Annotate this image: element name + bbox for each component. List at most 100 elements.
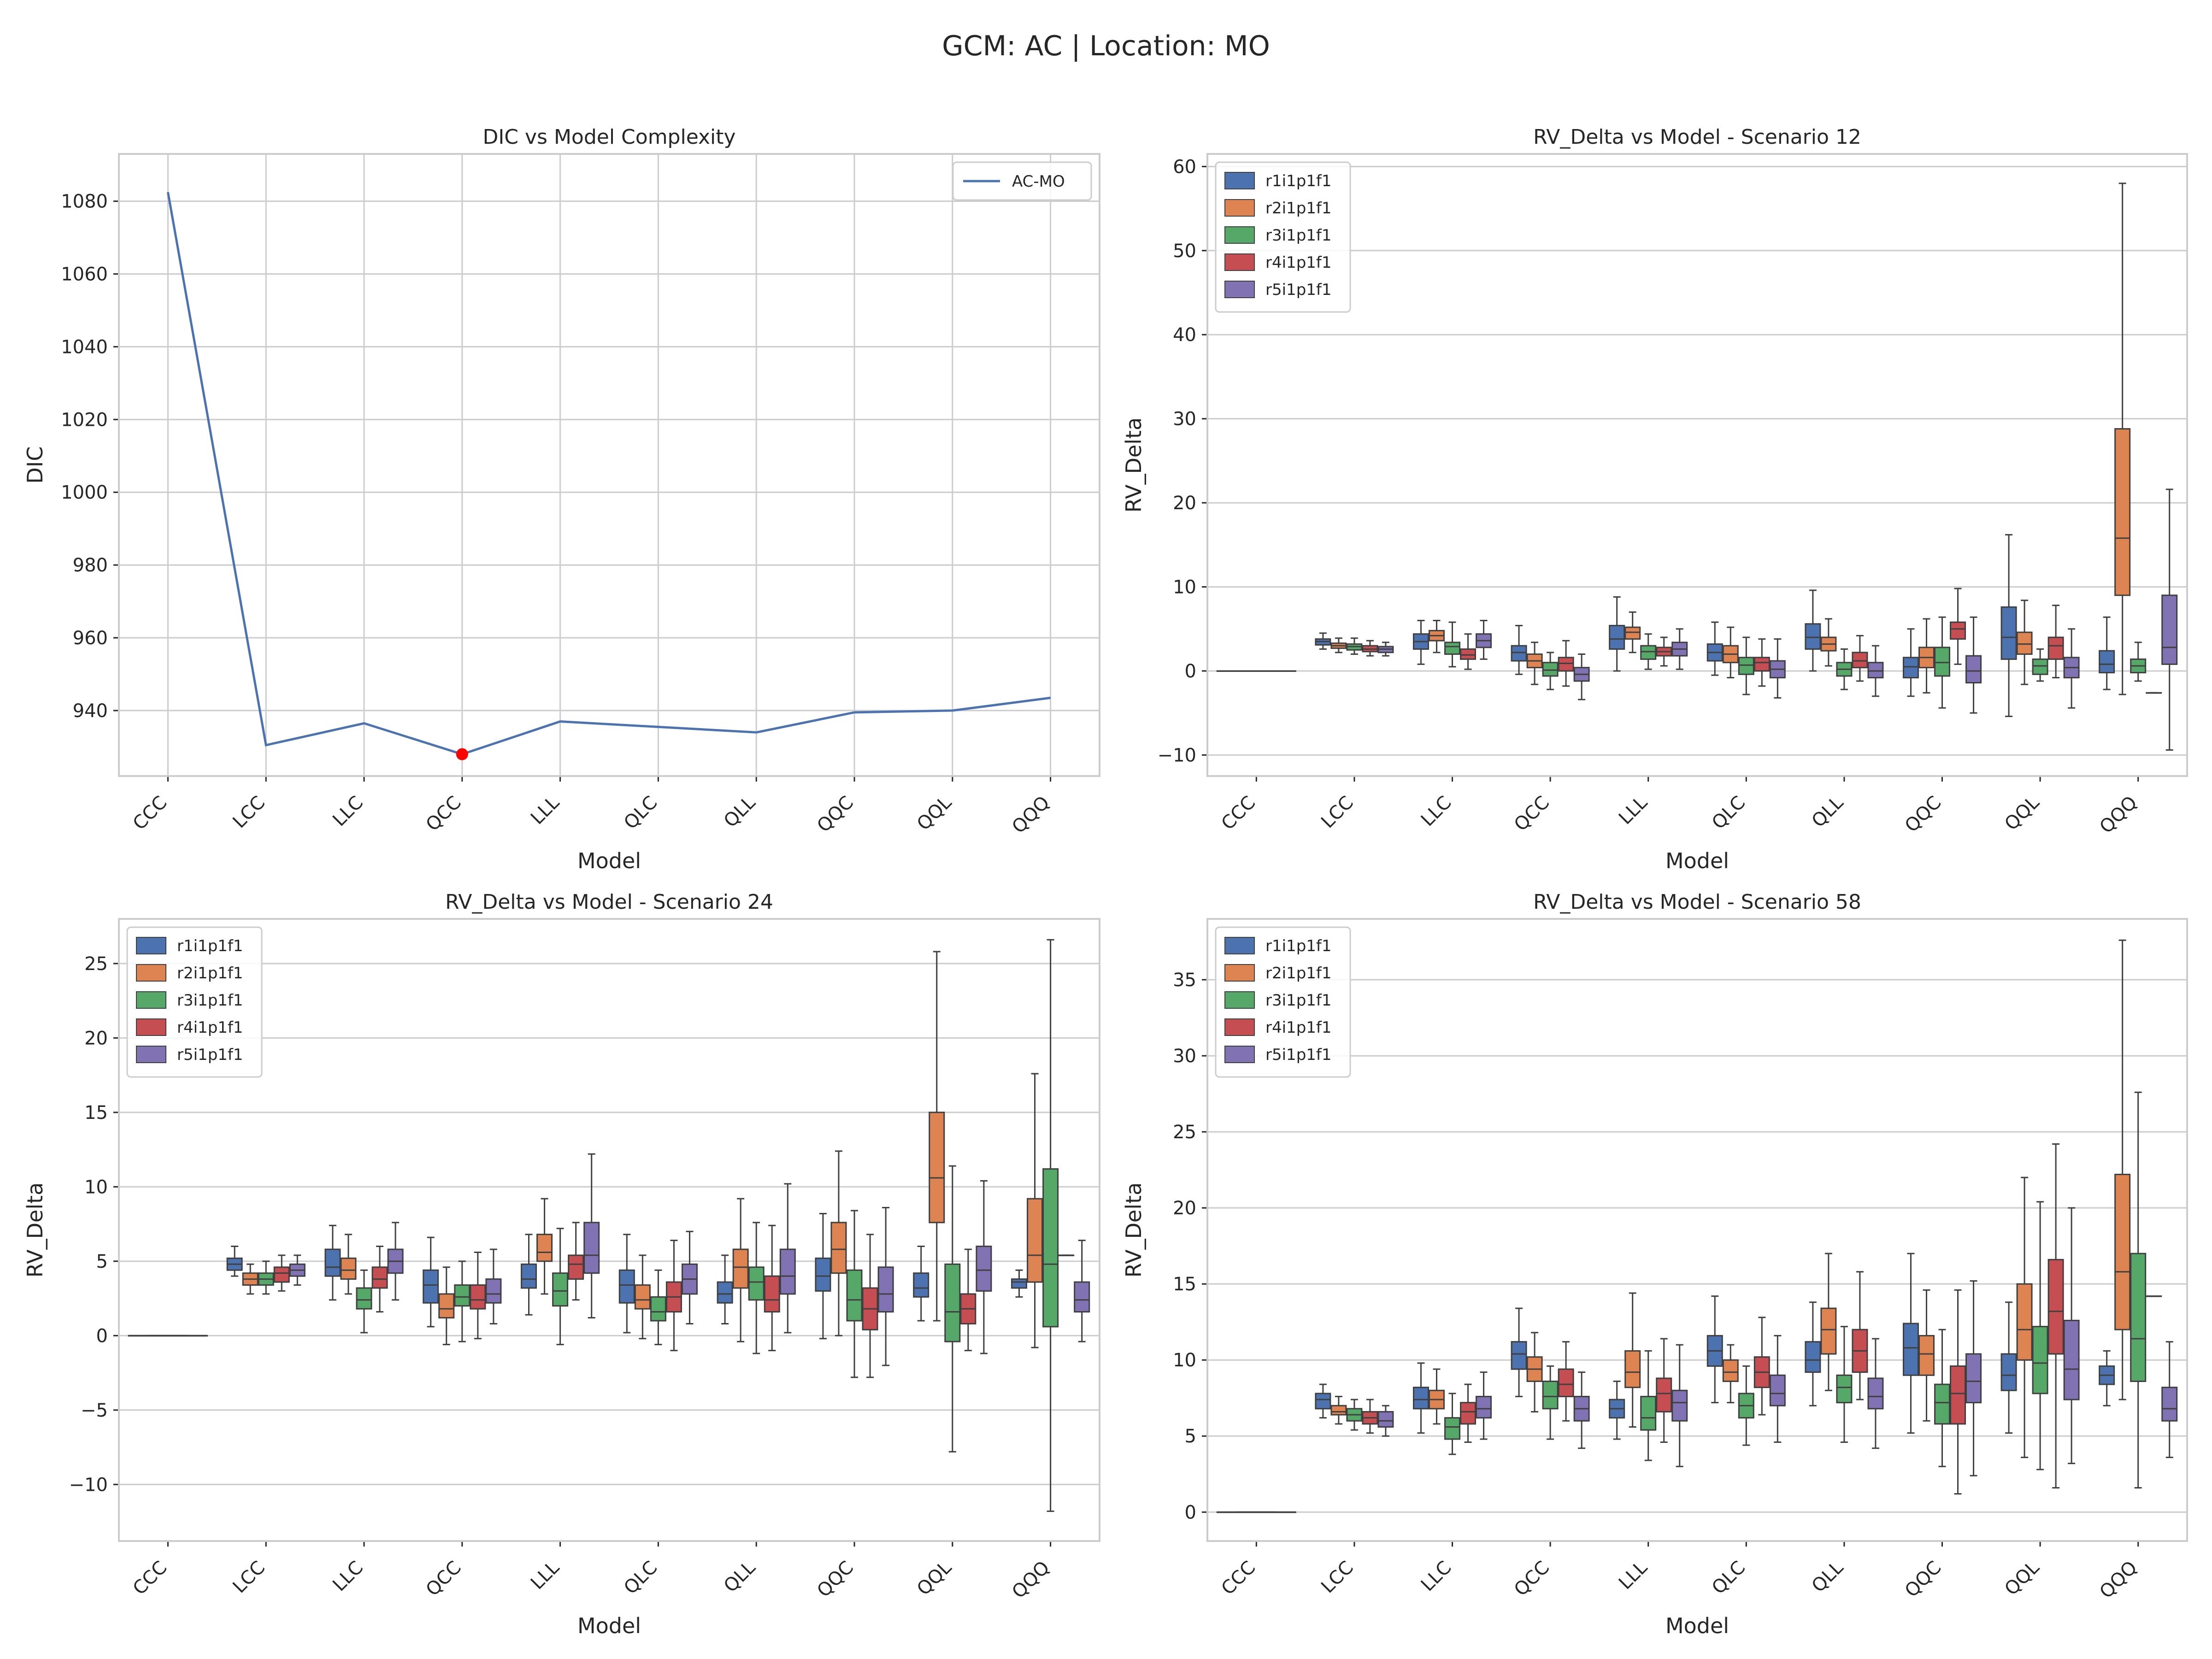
box-body — [2016, 631, 2033, 655]
box-body — [1867, 662, 1884, 679]
legend-label: r1i1p1f1 — [1265, 937, 1332, 955]
box-body — [976, 1246, 992, 1292]
box-body — [1965, 655, 1982, 683]
y-tick-label: 5 — [1185, 1426, 1196, 1447]
box-body — [1769, 1374, 1786, 1406]
box-body — [2016, 1283, 2033, 1361]
box-body — [1609, 624, 1625, 650]
box-body — [1330, 1405, 1347, 1416]
box-body — [568, 1254, 584, 1280]
box-body — [764, 1275, 780, 1313]
x-axis-label: Model — [1665, 848, 1729, 873]
box-body — [732, 1248, 749, 1289]
legend-label: r4i1p1f1 — [177, 1018, 243, 1037]
legend-label: r5i1p1f1 — [177, 1046, 243, 1064]
legend-swatch — [136, 1046, 166, 1063]
y-tick-label: 25 — [1173, 1122, 1196, 1143]
y-tick-label: 10 — [1173, 1350, 1196, 1371]
box-body — [2161, 1387, 2178, 1422]
y-tick-label: −10 — [1158, 745, 1196, 766]
y-axis-label: RV_Delta — [1121, 418, 1146, 513]
legend-label: r3i1p1f1 — [1265, 226, 1332, 245]
box-body — [1640, 1395, 1657, 1431]
legend-label: r2i1p1f1 — [1265, 199, 1332, 218]
legend-label: r1i1p1f1 — [177, 937, 243, 955]
box-body — [1918, 1335, 1935, 1376]
box-body — [273, 1266, 290, 1283]
y-tick-label: 10 — [1173, 577, 1196, 598]
legend-swatch — [1224, 991, 1255, 1009]
plot-frame — [118, 153, 1100, 777]
box-body — [1624, 626, 1641, 640]
box-body — [583, 1222, 600, 1274]
box-body — [1902, 1323, 1919, 1376]
y-tick-label: 960 — [73, 628, 108, 649]
box-body — [913, 1272, 930, 1298]
legend-box — [952, 161, 1092, 201]
box-body — [1460, 648, 1477, 660]
series-line-ac-mo — [166, 192, 1051, 756]
figure-suptitle: GCM: AC | Location: MO — [942, 30, 1270, 62]
panel-title: DIC vs Model Complexity — [482, 125, 735, 149]
box-body — [1460, 1402, 1477, 1425]
box-body — [1836, 1374, 1853, 1404]
box-body — [438, 1293, 455, 1319]
box-body — [717, 1281, 733, 1304]
box-body — [1511, 645, 1527, 662]
box-body — [470, 1284, 486, 1310]
y-axis-label: DIC — [23, 446, 47, 483]
legend-label: r3i1p1f1 — [177, 991, 243, 1010]
y-tick-label: 30 — [1173, 409, 1196, 430]
legend-swatch — [1224, 1018, 1255, 1036]
legend-label: r1i1p1f1 — [1265, 172, 1332, 190]
legend-label: r3i1p1f1 — [1265, 991, 1332, 1010]
box-body — [2114, 1174, 2131, 1330]
minimum-marker — [456, 748, 468, 760]
box-body — [1624, 1350, 1641, 1388]
box-body — [340, 1257, 357, 1280]
box-body — [1315, 1393, 1331, 1410]
legend-label: r5i1p1f1 — [1265, 281, 1332, 299]
y-tick-label: 30 — [1173, 1046, 1196, 1067]
box-body — [1027, 1198, 1043, 1283]
box-body — [618, 1269, 635, 1304]
plot-frame — [1206, 918, 2188, 1542]
y-tick-label: −5 — [81, 1400, 108, 1421]
box-body — [454, 1284, 471, 1307]
legend-swatch — [136, 1018, 166, 1036]
box-body — [1852, 652, 1868, 669]
box-body — [1934, 647, 1950, 677]
legend-swatch — [1224, 199, 1255, 217]
plot-area — [119, 154, 1100, 776]
box-body — [1738, 657, 1754, 675]
box-body — [1753, 657, 1770, 672]
box-body — [1965, 1353, 1982, 1404]
box-body — [2063, 1319, 2080, 1400]
legend-swatch — [1224, 281, 1255, 298]
box-body — [1444, 641, 1460, 655]
box-body — [2032, 658, 2048, 675]
box-body — [2114, 428, 2131, 596]
y-tick-label: 50 — [1173, 241, 1196, 262]
box-body — [1805, 1341, 1821, 1373]
box-body — [1902, 657, 1919, 679]
box-body — [1412, 1387, 1429, 1410]
y-tick-label: 0 — [96, 1325, 108, 1347]
legend-swatch — [136, 991, 166, 1009]
y-tick-label: −10 — [69, 1474, 108, 1495]
box-body — [552, 1272, 569, 1307]
box-body — [2047, 636, 2064, 660]
box-body — [1542, 1380, 1559, 1410]
box-body — [1476, 1395, 1492, 1419]
box-body — [371, 1266, 388, 1289]
y-tick-label: 940 — [73, 700, 108, 722]
y-tick-label: 35 — [1173, 970, 1196, 991]
legend-swatch — [136, 937, 166, 954]
panel-title: RV_Delta vs Model - Scenario 58 — [1533, 890, 1861, 914]
box-body — [1820, 1307, 1837, 1355]
legend-swatch — [1224, 937, 1255, 954]
